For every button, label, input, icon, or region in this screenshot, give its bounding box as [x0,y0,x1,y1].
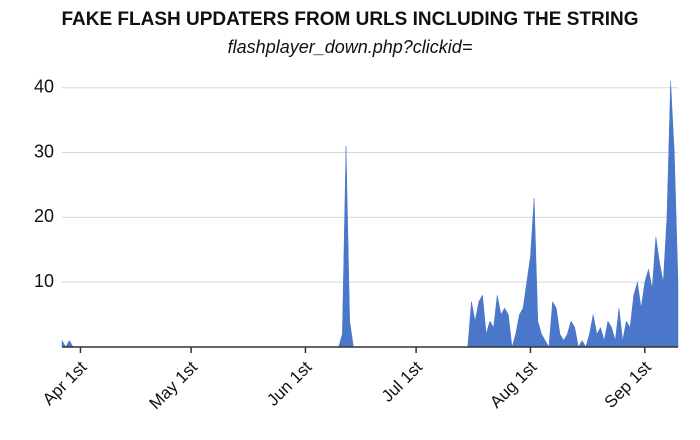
x-tick-label: Jul 1st [378,357,426,405]
x-tick-label: Aug 1st [486,357,540,411]
y-tick-label: 10 [34,271,54,291]
y-tick-label: 20 [34,206,54,226]
chart-subtitle: flashplayer_down.php?clickid= [228,37,473,57]
y-tick-label: 40 [34,76,54,96]
x-tick-label: Apr 1st [39,357,91,409]
chart-title: FAKE FLASH UPDATERS FROM URLS INCLUDING … [61,9,638,30]
x-tick-label: Sep 1st [601,357,655,411]
x-tick-label: May 1st [146,357,202,413]
y-tick-label: 30 [34,141,54,161]
area [61,81,679,348]
x-tick-label: Jun 1st [263,357,315,409]
